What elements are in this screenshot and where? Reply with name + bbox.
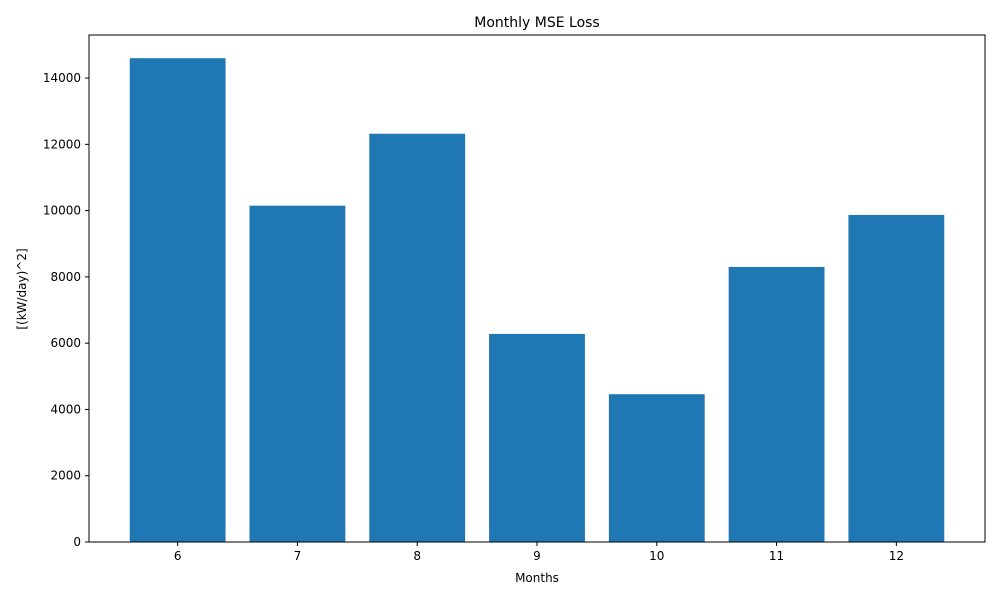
- y-tick-label: 14000: [43, 71, 81, 85]
- y-tick-label: 2000: [50, 469, 81, 483]
- x-tick-label: 11: [769, 549, 784, 563]
- x-tick-label: 8: [413, 549, 421, 563]
- y-axis-ticks: 0 2000 4000 6000 8000 10000 12000 14000: [43, 71, 89, 549]
- x-axis-ticks: 6 7 8 9 10 11 12: [174, 542, 904, 563]
- bar-month-8: [369, 133, 466, 542]
- x-axis-label: Months: [515, 571, 559, 585]
- y-tick-label: 12000: [43, 137, 81, 151]
- x-tick-label: 12: [889, 549, 904, 563]
- bar-month-6: [129, 58, 226, 542]
- x-tick-label: 7: [294, 549, 302, 563]
- bar-month-11: [728, 266, 825, 542]
- bar-month-9: [489, 333, 585, 542]
- chart-title: Monthly MSE Loss: [474, 15, 599, 31]
- bar-month-7: [249, 205, 346, 542]
- x-tick-label: 9: [533, 549, 541, 563]
- y-axis-label: [(kW/day)^2]: [15, 248, 29, 329]
- x-tick-label: 10: [649, 549, 664, 563]
- x-tick-label: 6: [174, 549, 182, 563]
- y-tick-label: 4000: [50, 402, 81, 416]
- bar-month-12: [848, 214, 945, 542]
- y-tick-label: 10000: [43, 204, 81, 218]
- y-tick-label: 8000: [50, 270, 81, 284]
- y-tick-label: 0: [73, 535, 81, 549]
- plot-frame: [88, 34, 986, 543]
- bars-group: [129, 58, 945, 542]
- y-tick-label: 6000: [50, 336, 81, 350]
- bar-month-10: [608, 394, 705, 542]
